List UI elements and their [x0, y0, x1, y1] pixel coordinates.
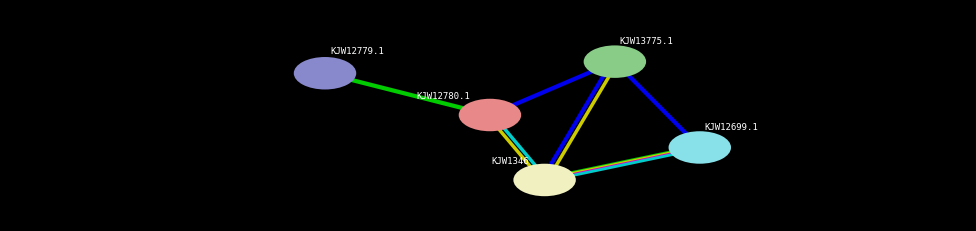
- Text: KJW1346: KJW1346: [491, 156, 529, 165]
- Ellipse shape: [513, 164, 576, 196]
- Ellipse shape: [459, 99, 521, 132]
- Text: KJW12699.1: KJW12699.1: [705, 122, 758, 131]
- Text: KJW12780.1: KJW12780.1: [417, 91, 470, 100]
- Ellipse shape: [669, 132, 731, 164]
- Text: KJW13775.1: KJW13775.1: [620, 37, 673, 46]
- Text: KJW12779.1: KJW12779.1: [330, 46, 384, 55]
- Ellipse shape: [584, 46, 646, 79]
- Ellipse shape: [294, 58, 356, 90]
